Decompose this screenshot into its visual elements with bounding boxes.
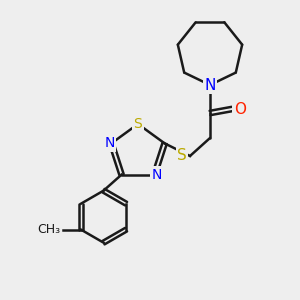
- Text: O: O: [234, 101, 246, 116]
- Text: CH₃: CH₃: [38, 223, 61, 236]
- Text: N: N: [204, 77, 216, 92]
- Text: N: N: [104, 136, 115, 150]
- Text: S: S: [177, 148, 187, 164]
- Text: N: N: [151, 168, 162, 182]
- Text: S: S: [134, 117, 142, 131]
